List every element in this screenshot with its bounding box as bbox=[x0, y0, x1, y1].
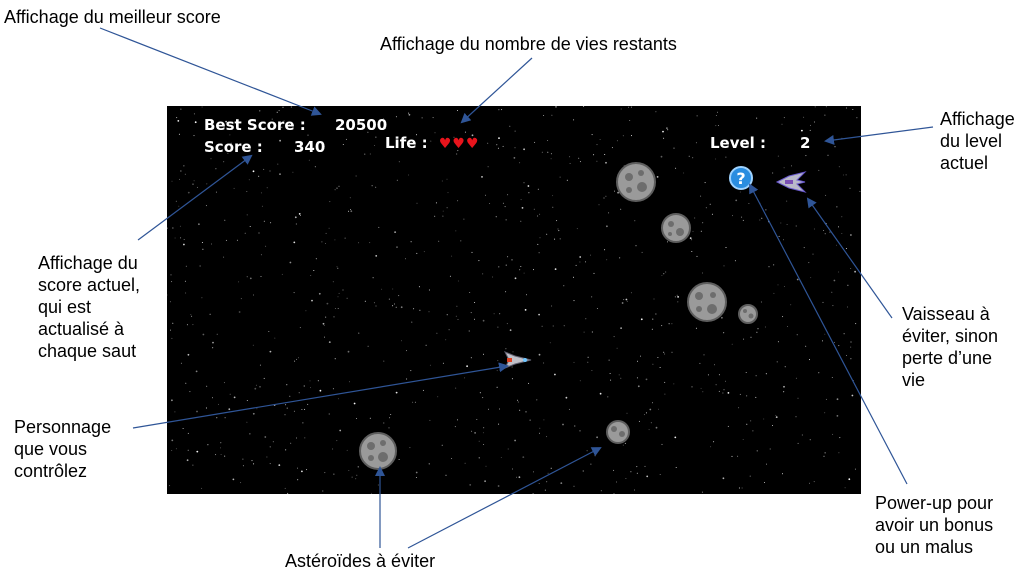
hud-best-score: Best Score : 20500 bbox=[204, 116, 387, 134]
annotation-player: Personnage que vous contrôlez bbox=[14, 417, 112, 481]
best-score-label: Best Score : bbox=[204, 116, 306, 134]
enemy-ship-icon bbox=[775, 171, 807, 193]
powerup-icon: ? bbox=[729, 166, 753, 190]
arrow-best-score bbox=[99, 27, 322, 116]
level-label: Level : bbox=[710, 134, 767, 152]
asteroid-icon bbox=[359, 432, 397, 470]
annotation-lives: Affichage du nombre de vies restants bbox=[380, 34, 677, 54]
starfield bbox=[167, 106, 861, 494]
asteroid-icon bbox=[606, 420, 630, 444]
asteroid-icon bbox=[738, 304, 758, 324]
game-screen[interactable]: Best Score : 20500 Score : 340 Life : ♥♥… bbox=[167, 106, 861, 494]
asteroid-icon bbox=[687, 282, 727, 322]
life-label: Life : bbox=[385, 134, 428, 152]
player-ship-icon bbox=[503, 351, 532, 369]
annotation-level: Affichage du level actuel bbox=[940, 109, 1015, 173]
annotation-enemy: Vaisseau à éviter, sinon perte d’une vie bbox=[902, 304, 999, 390]
annotation-asteroids: Astéroïdes à éviter bbox=[285, 551, 436, 571]
annotation-best-score: Affichage du meilleur score bbox=[4, 7, 221, 27]
hud-life: Life : ♥♥♥ bbox=[385, 134, 480, 152]
heart-icon: ♥ bbox=[438, 136, 452, 152]
powerup-symbol: ? bbox=[736, 169, 745, 188]
hud-level: Level : 2 bbox=[710, 134, 810, 152]
hud-score: Score : 340 bbox=[204, 138, 325, 156]
heart-icon: ♥ bbox=[452, 136, 465, 152]
asteroid-icon bbox=[661, 213, 691, 243]
asteroid-icon bbox=[616, 162, 656, 202]
score-value: 340 bbox=[294, 138, 326, 156]
heart-icon: ♥ bbox=[465, 136, 479, 152]
level-value: 2 bbox=[800, 134, 811, 152]
annotation-powerup: Power-up pour avoir un bonus ou un malus bbox=[875, 493, 994, 557]
best-score-value: 20500 bbox=[335, 116, 388, 134]
score-label: Score : bbox=[204, 138, 263, 156]
annotation-score: Affichage du score actuel, qui est actua… bbox=[38, 253, 141, 361]
life-hearts: ♥♥♥ bbox=[439, 134, 480, 152]
